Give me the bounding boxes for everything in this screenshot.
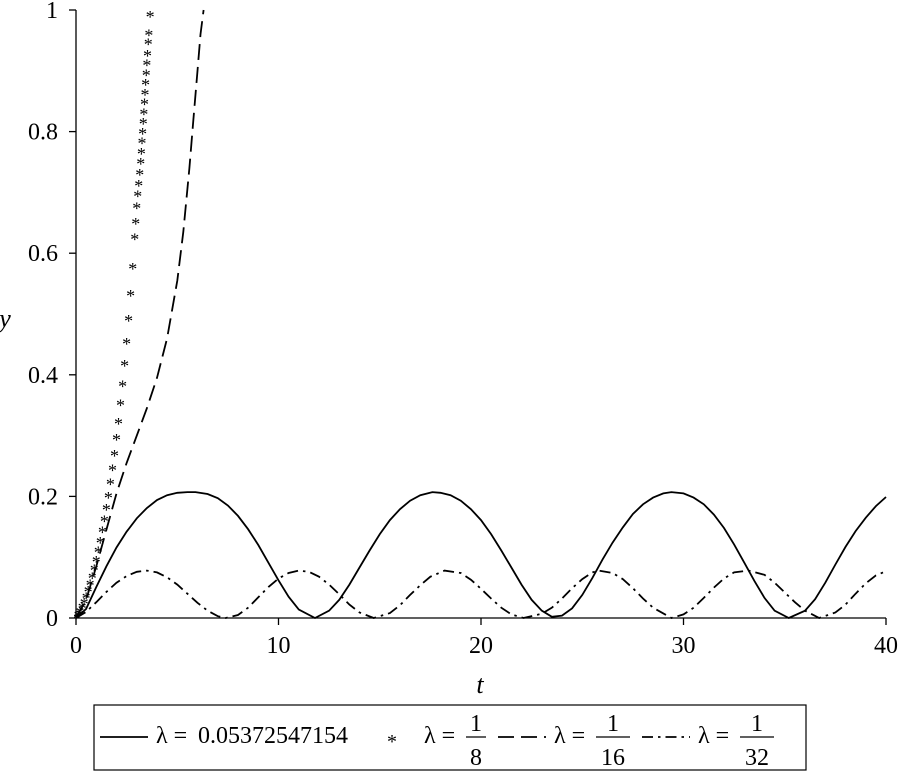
y-tick-label: 0.6 bbox=[28, 241, 58, 267]
star-marker: * bbox=[98, 523, 107, 543]
star-marker: * bbox=[126, 286, 135, 306]
star-marker: * bbox=[110, 446, 119, 466]
star-marker: * bbox=[141, 85, 150, 105]
legend-denominator: 16 bbox=[601, 745, 625, 771]
legend-numerator: 1 bbox=[470, 711, 482, 737]
star-marker: * bbox=[108, 461, 117, 481]
star-marker: * bbox=[92, 552, 101, 572]
star-marker: * bbox=[143, 46, 152, 66]
series-0-line bbox=[75, 491, 887, 620]
x-tick-label: 0 bbox=[70, 633, 82, 659]
star-marker: * bbox=[131, 214, 140, 234]
star-marker: * bbox=[138, 134, 147, 154]
series-1-markers: ****************************************… bbox=[74, 7, 155, 620]
star-marker: * bbox=[112, 430, 121, 450]
star-marker: * bbox=[104, 488, 113, 508]
x-tick-label: 30 bbox=[672, 633, 696, 659]
y-tick-label: 0 bbox=[46, 606, 58, 632]
x-tick-label: 40 bbox=[874, 633, 898, 659]
legend-value: 0.05372547154 bbox=[198, 723, 348, 749]
star-marker: * bbox=[122, 334, 131, 354]
legend: λ = 0.05372547154 * λ = 1 8 λ = 1 16 λ = 1 32 bbox=[93, 704, 807, 771]
legend-label: λ = bbox=[554, 723, 585, 749]
x-axis-title: t bbox=[476, 670, 484, 699]
series-3-line bbox=[75, 569, 887, 619]
star-marker: * bbox=[100, 512, 109, 532]
star-marker: * bbox=[114, 414, 123, 434]
legend-label: λ = bbox=[156, 723, 187, 749]
star-marker: * bbox=[88, 568, 97, 588]
star-marker: * bbox=[142, 56, 151, 76]
legend-label: λ = bbox=[424, 723, 455, 749]
star-marker: * bbox=[116, 396, 125, 416]
star-marker: * bbox=[138, 124, 147, 144]
star-marker: * bbox=[137, 144, 146, 164]
star-marker: * bbox=[140, 95, 149, 115]
star-marker: * bbox=[135, 165, 144, 185]
star-marker: * bbox=[141, 75, 150, 95]
star-marker: * bbox=[136, 154, 145, 174]
star-marker: * bbox=[96, 533, 105, 553]
x-tick-label: 10 bbox=[267, 633, 291, 659]
legend-star-swatch: * bbox=[387, 731, 397, 753]
y-tick-label: 0.4 bbox=[28, 363, 58, 389]
y-tick-label: 0.8 bbox=[28, 120, 58, 146]
legend-label: λ = bbox=[698, 723, 729, 749]
series-group: ****************************************… bbox=[74, 7, 887, 620]
star-marker: * bbox=[80, 594, 89, 614]
axes: 0 10 20 30 40 0 0.2 0.4 0.6 0.8 1 t y bbox=[0, 0, 898, 699]
star-marker: * bbox=[106, 475, 115, 495]
star-marker: * bbox=[132, 199, 141, 219]
legend-numerator: 1 bbox=[751, 711, 763, 737]
star-marker: * bbox=[94, 543, 103, 563]
y-tick-label: 1 bbox=[46, 0, 58, 24]
legend-numerator: 1 bbox=[607, 711, 619, 737]
y-tick-label: 0.2 bbox=[28, 484, 58, 510]
star-marker: * bbox=[142, 65, 151, 85]
star-marker: * bbox=[133, 186, 142, 206]
legend-denominator: 32 bbox=[745, 745, 769, 771]
star-marker: * bbox=[102, 500, 111, 520]
x-tick-label: 20 bbox=[469, 633, 493, 659]
star-marker: * bbox=[146, 7, 155, 27]
star-marker: * bbox=[82, 588, 91, 608]
star-marker: * bbox=[144, 25, 153, 45]
star-marker: * bbox=[124, 311, 133, 331]
star-marker: * bbox=[128, 259, 137, 279]
star-marker: * bbox=[118, 377, 127, 397]
star-marker: * bbox=[130, 230, 139, 250]
star-marker: * bbox=[120, 356, 129, 376]
legend-box bbox=[93, 704, 807, 771]
y-axis-title: y bbox=[0, 304, 11, 333]
star-marker: * bbox=[134, 176, 143, 196]
star-marker: * bbox=[139, 114, 148, 134]
star-marker: * bbox=[139, 104, 148, 124]
legend-denominator: 8 bbox=[470, 745, 482, 771]
series-2-line bbox=[75, 9, 205, 619]
star-marker: * bbox=[144, 34, 153, 54]
